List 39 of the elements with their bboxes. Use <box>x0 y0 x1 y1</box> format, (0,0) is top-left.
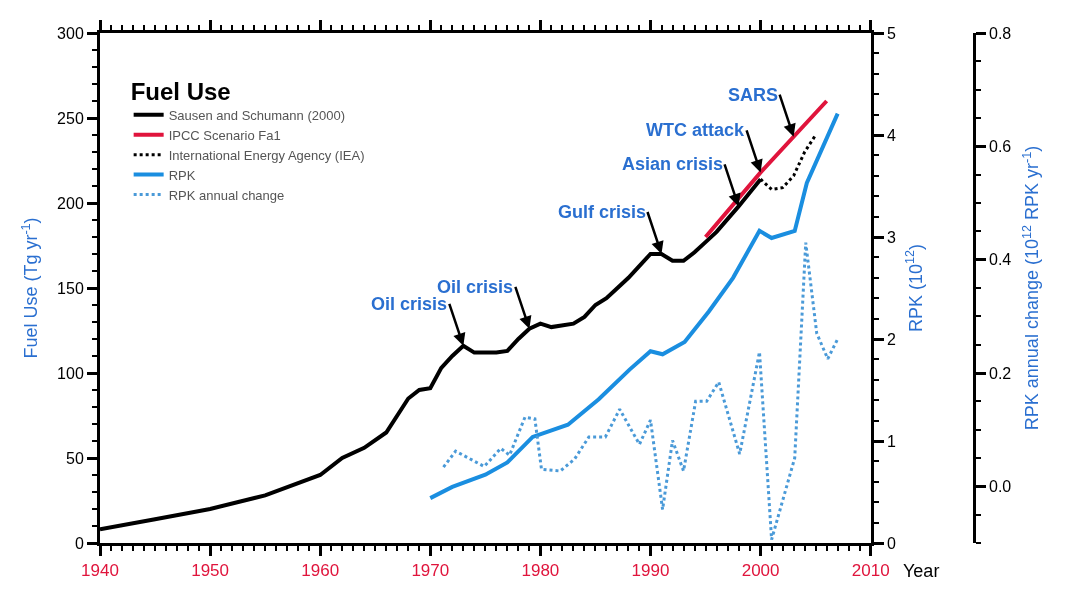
y2-tick-label: 0 <box>886 534 896 552</box>
y2-tick-label: 5 <box>886 24 896 42</box>
x-tick-label: 1940 <box>81 561 119 581</box>
y-tick-label: 250 <box>57 109 84 127</box>
y-tick-label: 0 <box>74 534 84 552</box>
y2-tick-label: 2 <box>886 330 896 348</box>
x-tick-label: 1990 <box>631 561 670 581</box>
legend-label: IPCC Scenario Fa1 <box>168 127 281 143</box>
x-tick-label: 1950 <box>191 561 230 581</box>
annotation: Gulf crisis <box>558 202 647 222</box>
y-tick-label: 50 <box>66 449 84 467</box>
y2-tick-label: 4 <box>886 126 896 144</box>
y3-tick-label: 0.0 <box>989 477 1012 495</box>
x-tick-label: 2010 <box>851 561 890 581</box>
annotation: WTC attack <box>646 120 745 140</box>
y2-tick-label: 1 <box>886 432 896 450</box>
x-tick-label: 1980 <box>521 561 560 581</box>
legend-title: Fuel Use <box>130 77 231 105</box>
y-tick-label: 300 <box>57 24 84 42</box>
y-tick-label: 150 <box>57 279 84 297</box>
annotation: Asian crisis <box>622 154 724 174</box>
x-axis-title: Year <box>903 561 940 581</box>
y3-tick-label: 0.2 <box>989 364 1012 382</box>
x-tick-label: 1970 <box>411 561 450 581</box>
x-tick-label: 2000 <box>741 561 780 581</box>
y-tick-label: 200 <box>57 194 84 212</box>
annotation: Oil crisis <box>437 277 514 297</box>
y-tick-label: 100 <box>57 364 84 382</box>
y3-tick-label: 0.8 <box>989 24 1012 42</box>
y3-tick-label: 0.6 <box>989 137 1012 155</box>
y2-tick-label: 3 <box>886 228 896 246</box>
x-tick-label: 1960 <box>301 561 340 581</box>
legend-label: International Energy Agency (IEA) <box>168 147 365 163</box>
legend-label: Sausen and Schumann (2000) <box>168 107 346 123</box>
annotation: Oil crisis <box>371 294 448 314</box>
y3-tick-label: 0.4 <box>989 251 1012 269</box>
annotation: SARS <box>728 85 779 105</box>
legend-label: RPK annual change <box>168 187 285 203</box>
legend-label: RPK <box>168 167 196 183</box>
